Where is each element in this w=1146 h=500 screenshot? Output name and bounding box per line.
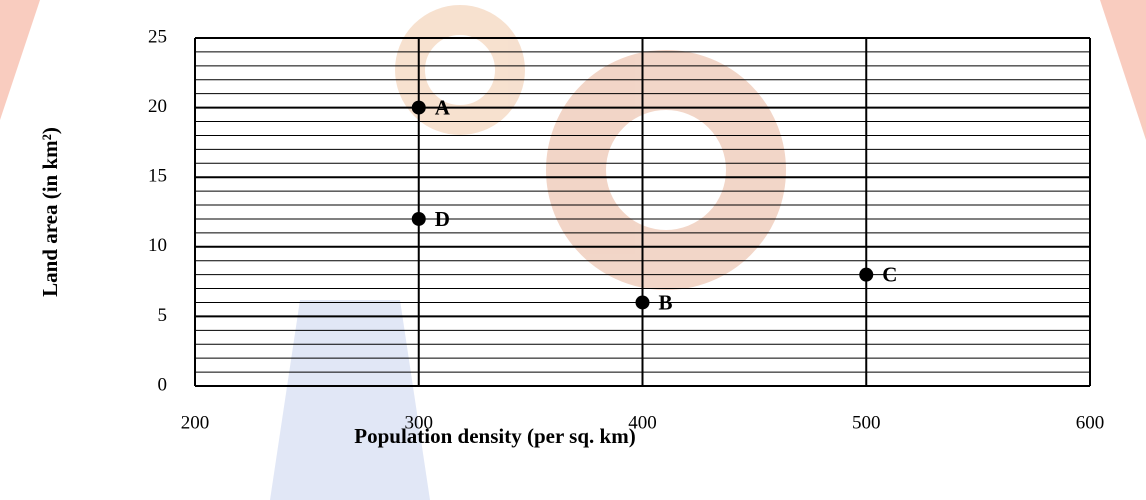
point — [411, 211, 426, 226]
x-tick-label: 300 — [405, 412, 434, 433]
point — [635, 295, 650, 310]
point-label: C — [882, 262, 897, 286]
x-tick-label: 500 — [852, 412, 881, 433]
x-axis-title: Population density (per sq. km) — [354, 424, 635, 448]
x-tick-label: 200 — [181, 412, 210, 433]
point-label: D — [435, 207, 450, 231]
y-tick-label: 0 — [158, 374, 168, 395]
y-tick-label: 25 — [148, 26, 167, 47]
x-tick-label: 400 — [628, 412, 657, 433]
y-tick-label: 10 — [148, 235, 167, 256]
y-tick-label: 20 — [148, 96, 167, 117]
point-label: A — [435, 95, 451, 119]
point — [411, 100, 426, 115]
point-label: B — [659, 290, 673, 314]
x-tick-label: 600 — [1076, 412, 1105, 433]
y-tick-label: 15 — [148, 166, 167, 187]
y-axis-title: Land area (in km²) — [38, 127, 62, 297]
y-tick-label: 5 — [158, 305, 168, 326]
point — [859, 267, 874, 282]
